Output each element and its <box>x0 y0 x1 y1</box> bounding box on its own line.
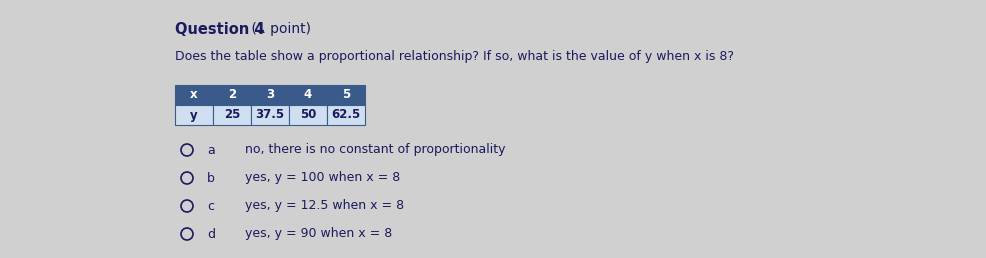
Text: 2: 2 <box>228 88 236 101</box>
Text: 25: 25 <box>224 109 240 122</box>
Text: no, there is no constant of proportionality: no, there is no constant of proportional… <box>245 143 505 157</box>
Text: Does the table show a proportional relationship? If so, what is the value of y w: Does the table show a proportional relat… <box>175 50 734 63</box>
Bar <box>326 105 365 125</box>
Text: a: a <box>207 143 215 157</box>
Text: c: c <box>207 199 214 213</box>
Text: yes, y = 90 when x = 8: yes, y = 90 when x = 8 <box>245 228 391 240</box>
Text: 37.5: 37.5 <box>255 109 284 122</box>
Bar <box>213 105 250 125</box>
Text: yes, y = 100 when x = 8: yes, y = 100 when x = 8 <box>245 172 400 184</box>
Text: (1 point): (1 point) <box>246 22 311 36</box>
Text: 4: 4 <box>304 88 312 101</box>
Text: 50: 50 <box>300 109 316 122</box>
Text: Question 4: Question 4 <box>175 22 264 37</box>
Bar <box>289 105 326 125</box>
Text: x: x <box>190 88 197 101</box>
Bar <box>213 85 250 105</box>
Text: y: y <box>190 109 197 122</box>
Bar <box>175 85 213 105</box>
Text: 5: 5 <box>341 88 350 101</box>
Text: yes, y = 12.5 when x = 8: yes, y = 12.5 when x = 8 <box>245 199 403 213</box>
Text: 62.5: 62.5 <box>331 109 360 122</box>
Text: b: b <box>207 172 215 184</box>
Bar <box>326 85 365 105</box>
Text: 3: 3 <box>265 88 274 101</box>
Bar <box>250 85 289 105</box>
Text: d: d <box>207 228 215 240</box>
Bar <box>289 85 326 105</box>
Bar <box>250 105 289 125</box>
Bar <box>175 105 213 125</box>
